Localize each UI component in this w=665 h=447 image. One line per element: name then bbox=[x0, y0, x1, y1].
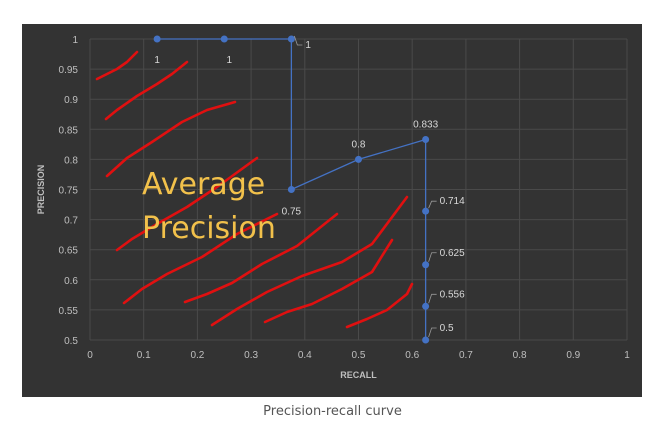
data-label: 0.833 bbox=[413, 120, 438, 131]
data-point bbox=[355, 155, 362, 163]
data-point bbox=[422, 302, 430, 310]
red-hatch-stroke bbox=[183, 212, 339, 304]
x-tick-label: 0.7 bbox=[459, 350, 473, 361]
x-tick-label: 0.6 bbox=[405, 350, 419, 361]
data-label-leader bbox=[428, 327, 437, 338]
data-label-leader bbox=[428, 293, 437, 304]
y-tick-label: 0.7 bbox=[64, 216, 78, 227]
data-label: 0.75 bbox=[282, 207, 302, 218]
x-tick-label: 0 bbox=[87, 350, 93, 361]
red-hatch-stroke bbox=[263, 238, 394, 324]
annotation-line-2: Precision bbox=[142, 211, 276, 246]
red-hatch-stroke bbox=[122, 212, 279, 305]
data-point bbox=[220, 35, 228, 43]
red-hatch-stroke bbox=[95, 50, 139, 81]
annotation-line-1: Average bbox=[142, 167, 265, 202]
red-hatch-stroke bbox=[105, 100, 237, 178]
data-label-leader bbox=[293, 35, 303, 46]
data-point bbox=[422, 261, 430, 269]
x-tick-label: 0.8 bbox=[513, 350, 527, 361]
data-label-leader bbox=[428, 252, 437, 262]
y-tick-label: 0.75 bbox=[59, 186, 79, 197]
data-label: 1 bbox=[226, 55, 232, 66]
figure-caption: Precision-recall curve bbox=[263, 404, 402, 419]
data-point bbox=[153, 35, 161, 43]
y-tick-label: 1 bbox=[72, 35, 78, 46]
red-hatch-stroke bbox=[104, 60, 189, 121]
y-tick-label: 0.6 bbox=[64, 276, 78, 287]
y-tick-label: 0.95 bbox=[59, 65, 79, 76]
y-tick-label: 0.65 bbox=[59, 246, 79, 257]
x-tick-label: 0.3 bbox=[244, 350, 258, 361]
x-axis-ticks: 0 0.1 0.2 0.3 0.4 0.5 0.6 0.7 0.8 0.9 1 bbox=[87, 350, 630, 361]
y-tick-label: 0.5 bbox=[64, 336, 78, 347]
x-tick-label: 0.2 bbox=[190, 350, 204, 361]
y-axis-label: PRECISION bbox=[36, 165, 46, 215]
red-hatch-stroke bbox=[210, 195, 409, 327]
data-point bbox=[422, 136, 430, 144]
chart-background bbox=[22, 24, 642, 397]
data-point bbox=[287, 186, 295, 193]
y-tick-label: 0.8 bbox=[64, 155, 78, 166]
y-tick-label: 0.85 bbox=[59, 125, 79, 136]
data-label-leader bbox=[428, 200, 437, 209]
pr-curve-line bbox=[157, 38, 427, 340]
data-label: 1 bbox=[154, 55, 160, 66]
x-axis-label: RECALL bbox=[340, 370, 377, 380]
x-tick-label: 1 bbox=[624, 350, 630, 361]
x-tick-label: 0.4 bbox=[298, 350, 312, 361]
y-axis-ticks: 0.5 0.55 0.6 0.65 0.7 0.75 0.8 0.85 0.9 0.95 1 bbox=[59, 35, 79, 347]
x-tick-label: 0.9 bbox=[566, 350, 580, 361]
area-hatch-marks bbox=[95, 50, 414, 329]
data-labels: 1 1 1 0.75 0.8 0.833 0.714 0.625 0.556 0.5 bbox=[154, 35, 465, 338]
y-tick-label: 0.55 bbox=[59, 306, 79, 317]
series-points bbox=[153, 35, 430, 344]
data-point bbox=[422, 207, 430, 215]
data-label: 0.625 bbox=[440, 248, 465, 259]
data-point bbox=[287, 35, 295, 43]
series-line bbox=[157, 38, 427, 340]
data-label: 0.5 bbox=[440, 323, 454, 334]
x-tick-label: 0.5 bbox=[352, 350, 366, 361]
data-label: 0.556 bbox=[440, 289, 465, 300]
data-label: 1 bbox=[305, 40, 311, 51]
red-hatch-stroke bbox=[115, 156, 259, 252]
x-tick-label: 0.1 bbox=[137, 350, 151, 361]
data-label: 0.8 bbox=[352, 139, 366, 150]
red-hatch-stroke bbox=[345, 282, 414, 329]
data-point bbox=[422, 336, 430, 344]
chart-area: 0 0.1 0.2 0.3 0.4 0.5 0.6 0.7 0.8 0.9 1 0.5 0.55 0.6… bbox=[22, 24, 642, 397]
precision-recall-chart: 0 0.1 0.2 0.3 0.4 0.5 0.6 0.7 0.8 0.9 1 0.5 0.55 0.6… bbox=[22, 24, 642, 397]
data-label: 0.714 bbox=[440, 196, 465, 207]
annotation: Average Precision bbox=[142, 167, 276, 246]
y-tick-label: 0.9 bbox=[64, 95, 78, 106]
